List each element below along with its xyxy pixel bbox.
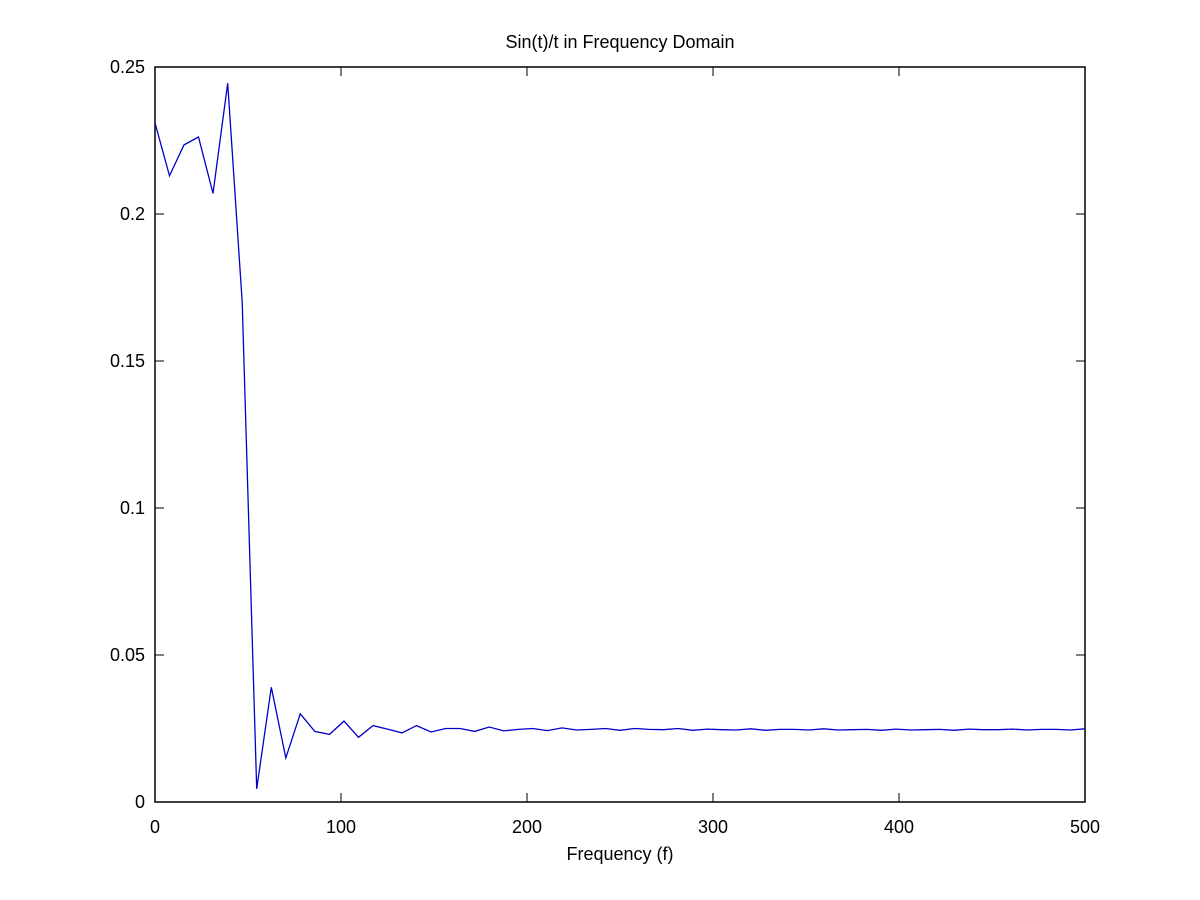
axis-ticks xyxy=(154,66,1086,803)
series-line xyxy=(154,83,1086,789)
axis-tick-labels: 0 100 200 300 400 500 0 0.05 0.1 0.15 0.2 0.25 xyxy=(110,57,1100,837)
y-tick-label: 0 xyxy=(135,792,145,812)
x-tick-label: 200 xyxy=(512,817,542,837)
y-tick-label: 0.2 xyxy=(120,204,145,224)
y-tick-label: 0.25 xyxy=(110,57,145,77)
x-tick-label: 300 xyxy=(698,817,728,837)
x-axis-label: Frequency (f) xyxy=(566,844,673,864)
x-tick-label: 0 xyxy=(150,817,160,837)
x-tick-label: 400 xyxy=(884,817,914,837)
x-tick-label: 100 xyxy=(326,817,356,837)
x-tick-label: 500 xyxy=(1070,817,1100,837)
chart-title: Sin(t)/t in Frequency Domain xyxy=(505,32,734,52)
y-tick-label: 0.05 xyxy=(110,645,145,665)
y-tick-label: 0.1 xyxy=(120,498,145,518)
y-tick-label: 0.15 xyxy=(110,351,145,371)
plot-frame xyxy=(154,66,1086,803)
